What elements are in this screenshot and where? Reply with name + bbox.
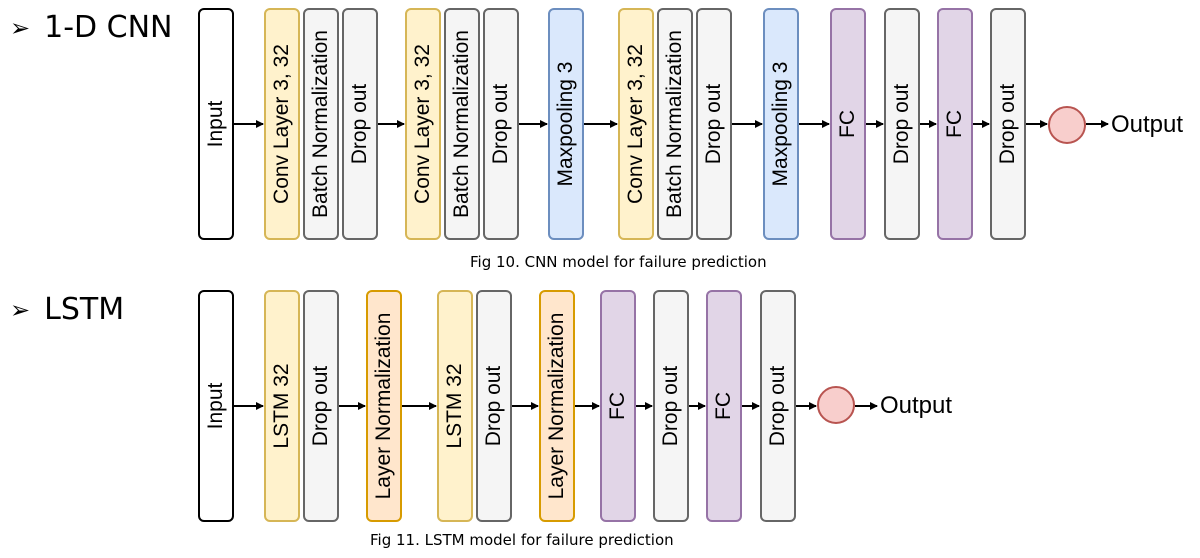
lstm-layer-dropout: Drop out: [303, 290, 339, 522]
cnn-layer-label: Drop out: [489, 83, 512, 165]
cnn-layer-dropout: Drop out: [696, 8, 732, 240]
cnn-layer-label: Batch Normalization: [663, 30, 686, 218]
cnn-layer-label: Conv Layer 3, 32: [270, 44, 293, 204]
lstm-layer-label: FC: [606, 392, 629, 420]
lstm-layer-dropout: Drop out: [653, 290, 689, 522]
cnn-layer-label: Maxpooling 3: [769, 61, 792, 187]
cnn-section-title: ➢ 1-D CNN: [10, 8, 173, 48]
cnn-layer-label: Maxpooling 3: [554, 61, 577, 187]
lstm-input-label: Input: [204, 382, 227, 430]
arrow-bullet-icon: ➢: [10, 296, 31, 324]
lstm-layer-label: Layer Normalization: [545, 312, 568, 500]
lstm-layer-fc: FC: [600, 290, 636, 522]
cnn-input-label: Input: [204, 100, 227, 148]
lstm-title: LSTM: [44, 292, 125, 327]
cnn-layer-bn: Batch Normalization: [657, 8, 693, 240]
cnn-layer-conv: Conv Layer 3, 32: [264, 8, 300, 240]
cnn-layer-fc: FC: [937, 8, 973, 240]
lstm-layer-dropout: Drop out: [760, 290, 796, 522]
cnn-layer-label: Batch Normalization: [450, 30, 473, 218]
lstm-layer-label: FC: [712, 392, 735, 420]
cnn-layer-conv: Conv Layer 3, 32: [618, 8, 654, 240]
cnn-layer-label: FC: [836, 110, 859, 138]
cnn-input-block: Input: [198, 8, 234, 240]
cnn-layer-label: Conv Layer 3, 32: [411, 44, 434, 204]
cnn-layer-label: Drop out: [890, 83, 913, 165]
cnn-layer-pool: Maxpooling 3: [763, 8, 799, 240]
cnn-layer-bn: Batch Normalization: [303, 8, 339, 240]
cnn-title: 1-D CNN: [44, 10, 173, 45]
cnn-layer-dropout: Drop out: [483, 8, 519, 240]
cnn-output-label: Output: [1111, 111, 1184, 138]
lstm-layer-label: Layer Normalization: [372, 312, 395, 500]
lstm-layer-lstm: LSTM 32: [437, 290, 473, 522]
cnn-layer-label: FC: [943, 110, 966, 138]
lstm-layer-label: Drop out: [766, 365, 789, 447]
lstm-layer-ln: Layer Normalization: [539, 290, 575, 522]
cnn-layer-fc: FC: [830, 8, 866, 240]
cnn-layer-label: Drop out: [996, 83, 1019, 165]
cnn-layer-label: Drop out: [702, 83, 725, 165]
cnn-layer-dropout: Drop out: [990, 8, 1026, 240]
cnn-layer-label: Drop out: [348, 83, 371, 165]
lstm-layer-dropout: Drop out: [476, 290, 512, 522]
lstm-input-block: Input: [198, 290, 234, 522]
lstm-section-title: ➢ LSTM: [10, 290, 124, 330]
lstm-layer-ln: Layer Normalization: [366, 290, 402, 522]
lstm-caption: Fig 11. LSTM model for failure predictio…: [370, 531, 674, 549]
lstm-layer-label: Drop out: [482, 365, 505, 447]
lstm-layer-fc: FC: [706, 290, 742, 522]
cnn-output-node: [1048, 106, 1086, 144]
cnn-layer-label: Conv Layer 3, 32: [624, 44, 647, 204]
lstm-layer-label: LSTM 32: [443, 363, 466, 449]
cnn-layer-conv: Conv Layer 3, 32: [405, 8, 441, 240]
cnn-layer-pool: Maxpooling 3: [548, 8, 584, 240]
lstm-output-label: Output: [880, 392, 953, 419]
lstm-output-node: [817, 386, 855, 424]
cnn-caption: Fig 10. CNN model for failure prediction: [470, 253, 767, 271]
arrow-bullet-icon: ➢: [10, 14, 31, 42]
lstm-layer-label: Drop out: [309, 365, 332, 447]
lstm-layer-label: LSTM 32: [270, 363, 293, 449]
lstm-layer-label: Drop out: [659, 365, 682, 447]
lstm-layer-lstm: LSTM 32: [264, 290, 300, 522]
cnn-layer-label: Batch Normalization: [309, 30, 332, 218]
cnn-layer-dropout: Drop out: [342, 8, 378, 240]
cnn-layer-bn: Batch Normalization: [444, 8, 480, 240]
cnn-layer-dropout: Drop out: [884, 8, 920, 240]
